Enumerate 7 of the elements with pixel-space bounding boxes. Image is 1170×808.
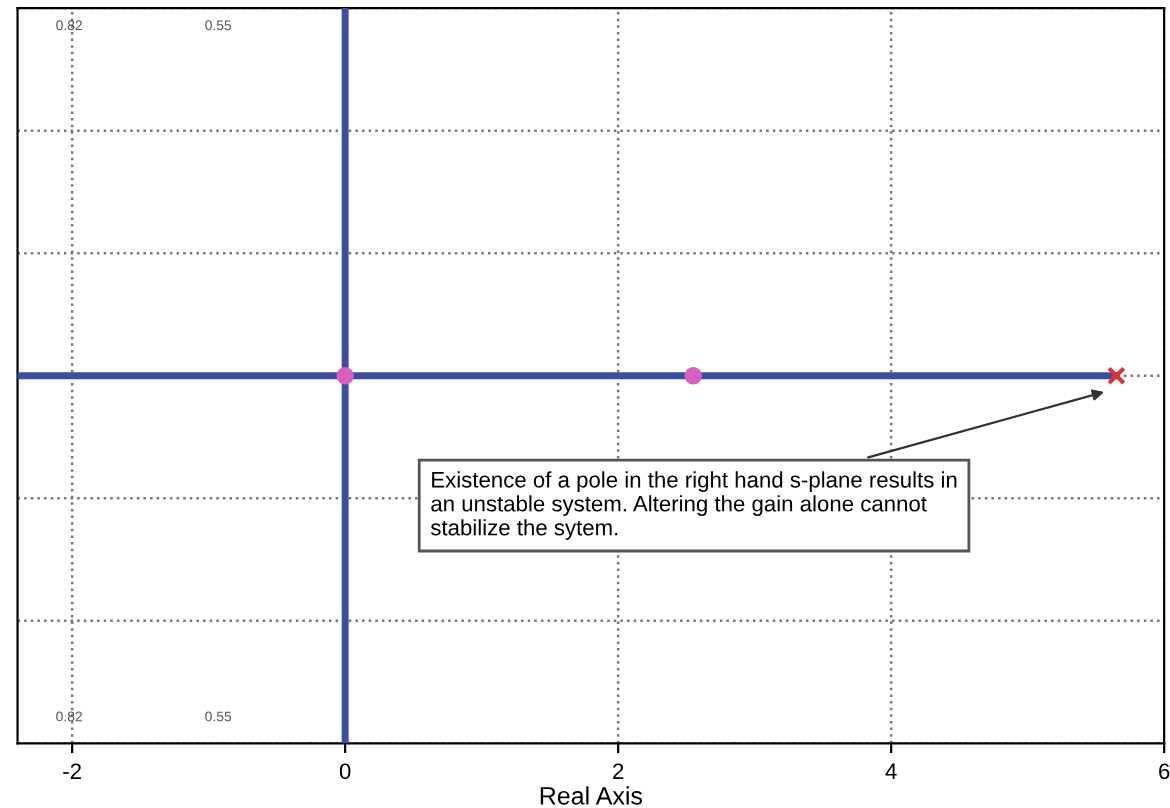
x-tick-label: 0	[339, 763, 351, 780]
x-tick-label: 4	[885, 763, 897, 779]
annotation: Existence of a pole in the right hand s-plane results in an unstable system. Altering the gain alone cannot stabilize the sytem.	[430, 471, 957, 540]
x-tick-label: 6	[1159, 763, 1170, 780]
x-tick-label: -2	[63, 763, 81, 779]
x-tick-label: 2	[613, 763, 624, 779]
x-axis-title: Real Axis	[540, 786, 643, 805]
